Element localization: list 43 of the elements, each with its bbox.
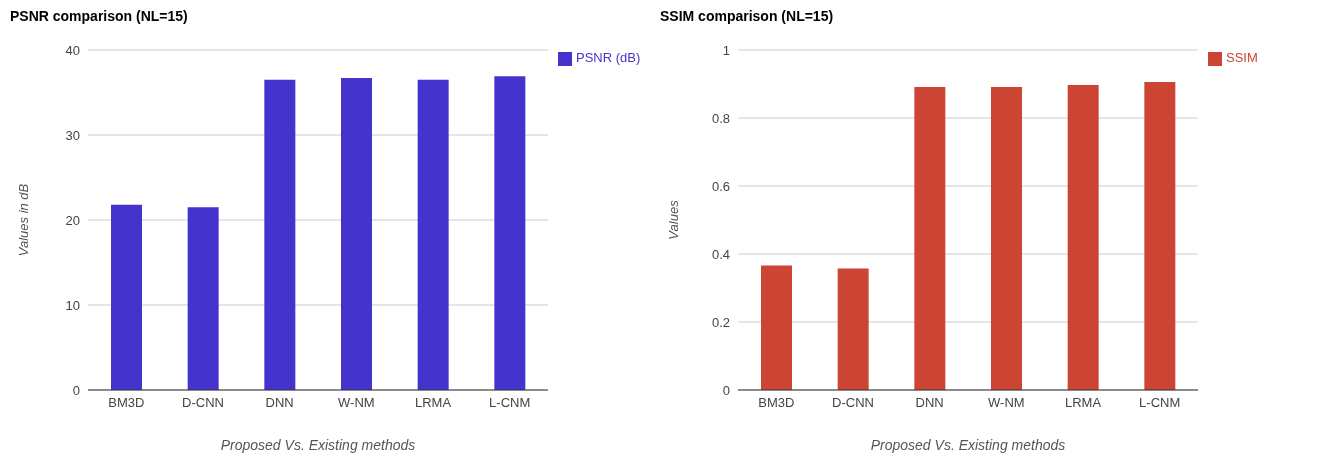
x-tick-label: W-NM — [338, 395, 375, 411]
x-tick-label: BM3D — [108, 395, 145, 411]
bar — [187, 207, 219, 390]
x-tick-label: W-NM — [988, 395, 1025, 411]
bar — [1144, 81, 1176, 390]
bar — [914, 87, 946, 390]
x-tick-label: L-CNM — [1139, 395, 1181, 411]
x-tick-label: D-CNN — [182, 395, 224, 411]
x-tick-label: LRMA — [1064, 395, 1102, 411]
x-tick-label: L-CNM — [489, 395, 531, 411]
bar — [991, 87, 1022, 390]
y-tick-label: 0 — [72, 382, 80, 398]
y-tick-label: 10 — [65, 297, 80, 313]
y-axis-title: Values — [665, 199, 681, 240]
y-axis-title: Values in dB — [15, 183, 31, 257]
x-tick-label: DNN — [915, 395, 944, 411]
x-axis-title: Proposed Vs. Existing methods — [220, 437, 416, 453]
x-tick-label: D-CNN — [832, 395, 874, 411]
legend-label: PSNR (dB) — [576, 50, 641, 65]
legend-label: SSIM — [1226, 50, 1258, 65]
y-tick-label: 0.6 — [711, 178, 730, 194]
y-tick-label: 0 — [722, 382, 730, 398]
y-tick-label: 40 — [65, 42, 80, 58]
bar — [264, 79, 296, 390]
x-tick-label: DNN — [265, 395, 294, 411]
y-tick-label: 30 — [65, 127, 80, 143]
chart-title: PSNR comparison (NL=15) — [9, 8, 189, 26]
x-axis-title: Proposed Vs. Existing methods — [870, 437, 1066, 453]
y-tick-label: 0.8 — [711, 110, 730, 126]
y-tick-label: 20 — [65, 212, 80, 228]
bar — [111, 204, 142, 390]
x-tick-label: LRMA — [414, 395, 452, 411]
bar — [761, 265, 792, 390]
bar — [417, 79, 449, 390]
chart-title: SSIM comparison (NL=15) — [659, 8, 835, 26]
x-tick-label: BM3D — [758, 395, 795, 411]
y-tick-label: 0.4 — [711, 246, 730, 262]
bar — [1067, 85, 1099, 390]
y-tick-label: 1 — [722, 42, 730, 58]
bar — [837, 268, 869, 390]
y-tick-label: 0.2 — [711, 314, 730, 330]
bar — [341, 78, 372, 390]
bar — [494, 76, 526, 390]
